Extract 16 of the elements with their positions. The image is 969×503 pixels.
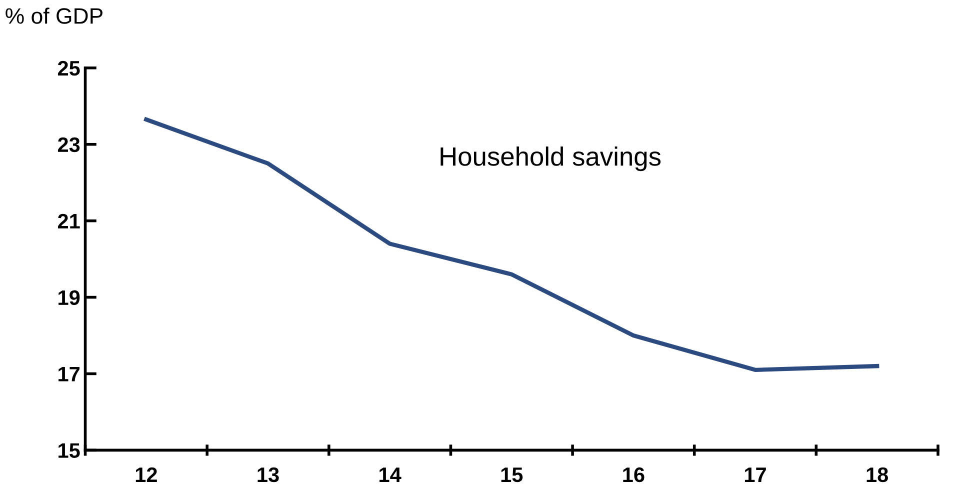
- x-tick-label: 13: [258, 467, 279, 482]
- x-tick-label: 18: [866, 467, 888, 482]
- y-tick-label: 17: [58, 366, 80, 382]
- x-tick-label: 15: [501, 468, 523, 482]
- x-tick-label: 14: [380, 468, 402, 482]
- y-axis-title: % of GDP: [6, 8, 102, 24]
- y-tick-label: 19: [58, 290, 80, 306]
- x-tick-label: 12: [136, 467, 157, 482]
- x-tick-label: 16: [623, 467, 644, 482]
- y-tick-label: 15: [58, 443, 80, 458]
- y-tick-label: 25: [58, 60, 80, 76]
- y-tick-label: 21: [58, 214, 80, 228]
- text: Household savings: [440, 146, 661, 172]
- y-tick-label: 23: [58, 137, 80, 152]
- line-series: [144, 117, 880, 372]
- x-tick-label: 17: [744, 468, 766, 482]
